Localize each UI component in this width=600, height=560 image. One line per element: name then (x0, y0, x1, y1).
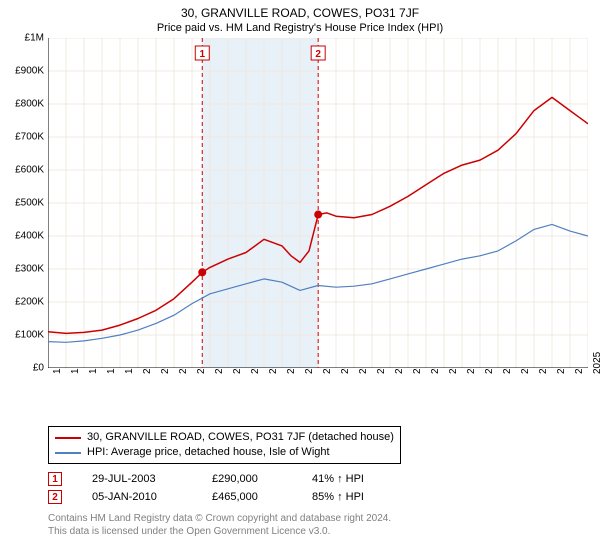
y-axis-label: £900K (15, 66, 44, 77)
y-axis-label: £800K (15, 99, 44, 110)
y-axis-label: £200K (15, 297, 44, 308)
svg-text:2: 2 (315, 49, 321, 60)
sale-date: 05-JAN-2010 (92, 488, 182, 506)
sale-price: £290,000 (212, 470, 282, 488)
y-axis-label: £700K (15, 132, 44, 143)
y-axis-label: £500K (15, 198, 44, 209)
legend-swatch (55, 452, 81, 454)
chart-container: 30, GRANVILLE ROAD, COWES, PO31 7JF Pric… (0, 0, 600, 560)
sale-price: £465,000 (212, 488, 282, 506)
sales-table: 1 29-JUL-2003 £290,000 41% ↑ HPI 2 05-JA… (48, 470, 592, 506)
chart-area: £0 £100K £200K £300K £400K £500K £600K £700K £80… (8, 38, 592, 418)
footer-line: This data is licensed under the Open Gov… (48, 525, 592, 538)
sale-hpi-delta: 41% ↑ HPI (312, 470, 402, 488)
legend-item: 30, GRANVILLE ROAD, COWES, PO31 7JF (det… (55, 430, 394, 445)
legend-swatch (55, 437, 81, 439)
legend: 30, GRANVILLE ROAD, COWES, PO31 7JF (det… (48, 426, 401, 464)
y-axis-label: £400K (15, 231, 44, 242)
chart-title: 30, GRANVILLE ROAD, COWES, PO31 7JF (8, 6, 592, 20)
y-axis-label: £100K (15, 330, 44, 341)
y-axis-label: £300K (15, 264, 44, 275)
chart-subtitle: Price paid vs. HM Land Registry's House … (8, 22, 592, 34)
svg-text:1: 1 (199, 49, 205, 60)
footer-attribution: Contains HM Land Registry data © Crown c… (48, 512, 592, 538)
legend-item: HPI: Average price, detached house, Isle… (55, 445, 394, 460)
x-axis-label: 2025 (592, 352, 600, 374)
sale-row: 1 29-JUL-2003 £290,000 41% ↑ HPI (48, 470, 592, 488)
sale-hpi-delta: 85% ↑ HPI (312, 488, 402, 506)
sale-date: 29-JUL-2003 (92, 470, 182, 488)
legend-label: 30, GRANVILLE ROAD, COWES, PO31 7JF (det… (87, 430, 394, 445)
y-axis-label: £0 (33, 363, 44, 374)
sale-marker-badge: 2 (48, 490, 62, 504)
sale-marker-badge: 1 (48, 472, 62, 486)
chart-svg: 12 (48, 38, 588, 368)
y-axis-label: £1M (25, 33, 44, 44)
legend-label: HPI: Average price, detached house, Isle… (87, 445, 330, 460)
footer-line: Contains HM Land Registry data © Crown c… (48, 512, 592, 525)
sale-row: 2 05-JAN-2010 £465,000 85% ↑ HPI (48, 488, 592, 506)
y-axis-label: £600K (15, 165, 44, 176)
